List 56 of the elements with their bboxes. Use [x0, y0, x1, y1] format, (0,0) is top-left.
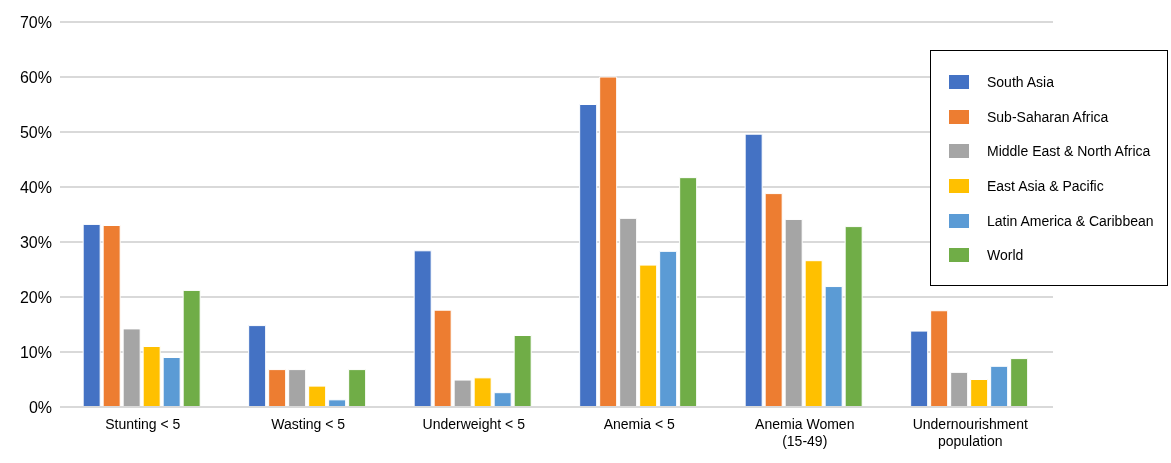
- y-tick-label: 10%: [19, 343, 52, 361]
- bar: [579, 104, 598, 407]
- bar: [82, 223, 101, 407]
- bar: [162, 357, 181, 407]
- y-tick-label: 20%: [19, 288, 52, 306]
- bar: [142, 346, 161, 407]
- y-tick-label: 0%: [28, 398, 52, 416]
- legend-label: Sub-Saharan Africa: [987, 108, 1109, 125]
- bar: [679, 177, 698, 407]
- bar: [1010, 358, 1029, 407]
- x-tick-label: Stunting < 5: [105, 416, 181, 432]
- x-tick-label: Underweight < 5: [422, 416, 526, 432]
- legend-label: World: [987, 247, 1024, 264]
- bar: [784, 218, 803, 407]
- bar: [990, 365, 1009, 407]
- bar: [659, 250, 678, 407]
- x-tick-label: Anemia Women (15-49): [755, 416, 855, 449]
- x-tick-label: Anemia < 5: [603, 416, 676, 432]
- bar: [328, 399, 347, 407]
- y-tick-label: 70%: [19, 13, 52, 31]
- bar: [102, 225, 121, 407]
- legend-label: Middle East & North Africa: [987, 143, 1151, 160]
- bar: [453, 379, 472, 407]
- bar: [970, 379, 989, 407]
- bar: [639, 264, 658, 407]
- bar: [844, 226, 863, 407]
- x-tick-label: Wasting < 5: [271, 416, 346, 432]
- x-tick-label: Undernourishment population: [912, 416, 1028, 449]
- bar: [413, 250, 432, 407]
- bar: [619, 217, 638, 407]
- bar: [493, 392, 512, 407]
- bar: [308, 385, 327, 407]
- y-tick-label: 40%: [19, 178, 52, 196]
- y-tick-label: 50%: [19, 123, 52, 141]
- bar: [824, 286, 843, 407]
- bar: [599, 76, 618, 407]
- legend-label: East Asia & Pacific: [987, 178, 1104, 195]
- bar: [248, 325, 267, 407]
- bar: [764, 193, 783, 407]
- y-tick-label: 30%: [19, 233, 52, 251]
- bar: [930, 310, 949, 407]
- bar: [910, 330, 929, 407]
- legend-label: Latin America & Caribbean: [987, 212, 1154, 229]
- bar: [182, 289, 201, 407]
- bar: [122, 328, 141, 407]
- bar: [268, 369, 287, 407]
- bar: [473, 377, 492, 407]
- bar: [513, 335, 532, 407]
- bar: [744, 133, 763, 407]
- bar: [348, 369, 367, 407]
- y-tick-label: 60%: [19, 68, 52, 86]
- bar: [804, 260, 823, 407]
- bar: [288, 369, 307, 407]
- bar: [950, 371, 969, 407]
- legend-label: South Asia: [987, 74, 1054, 91]
- bar: [433, 309, 452, 407]
